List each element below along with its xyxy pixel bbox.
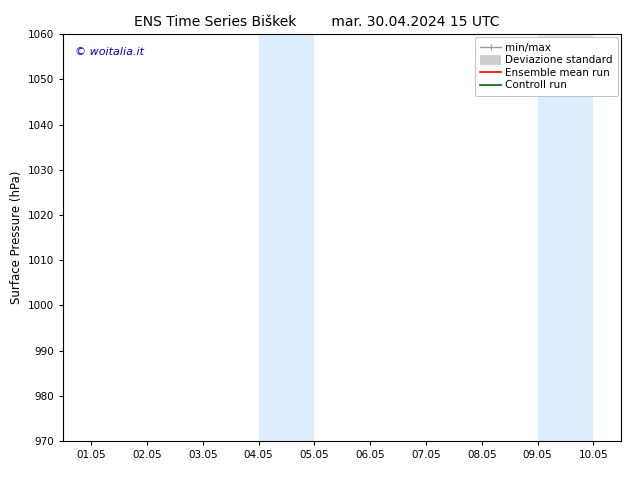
Legend: min/max, Deviazione standard, Ensemble mean run, Controll run: min/max, Deviazione standard, Ensemble m…	[476, 37, 618, 96]
Bar	[259, 34, 287, 441]
Y-axis label: Surface Pressure (hPa): Surface Pressure (hPa)	[10, 171, 23, 304]
Bar	[287, 34, 314, 441]
Text: ENS Time Series Biškek        mar. 30.04.2024 15 UTC: ENS Time Series Biškek mar. 30.04.2024 1…	[134, 15, 500, 29]
Bar	[538, 34, 566, 441]
Text: © woitalia.it: © woitalia.it	[75, 47, 143, 56]
Bar	[566, 34, 593, 441]
